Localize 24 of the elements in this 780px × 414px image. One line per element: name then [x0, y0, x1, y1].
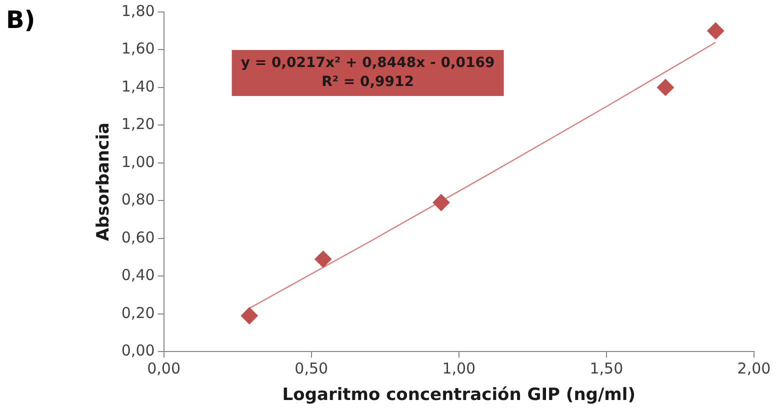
x-tick-label: 2,00 — [737, 359, 771, 378]
x-tick-label: 0,50 — [294, 359, 328, 378]
point — [432, 194, 450, 212]
text: B) — [6, 6, 36, 34]
y-axis-title: Absorbancia — [94, 122, 114, 242]
point — [707, 22, 724, 40]
point — [314, 250, 332, 268]
x-tick-label: 1,00 — [442, 359, 476, 378]
point — [240, 307, 258, 324]
y-tick-label: 1,00 — [121, 152, 155, 171]
y-tick-label: 1,60 — [121, 40, 155, 58]
y-tick-label: 0,00 — [121, 341, 155, 360]
point — [656, 78, 674, 96]
y-tick-label: 1,80 — [121, 2, 155, 20]
annotation: y = 0,0217x² + 0,8448x - 0,0169 R² = 0,9912 — [240, 55, 495, 90]
y-tick-label: 0,20 — [121, 304, 155, 322]
y-tick-label: 1,20 — [121, 115, 155, 134]
y-tick-label: 1,40 — [121, 77, 155, 96]
y-tick-label: 0,80 — [121, 190, 155, 209]
x-tick-label: 1,50 — [590, 359, 624, 378]
x-tick-label: 0,00 — [147, 359, 180, 378]
y-tick-label: 0,60 — [121, 228, 155, 246]
x-axis-title: Logaritmo concentración GIP (ng/ml) — [282, 385, 636, 406]
y-tick-label: 0,40 — [121, 266, 155, 284]
